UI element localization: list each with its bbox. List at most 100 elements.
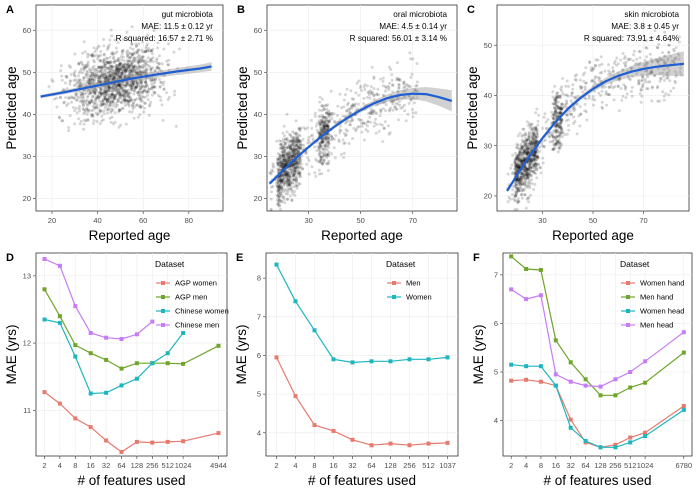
data-point [89, 98, 93, 102]
data-point [521, 127, 525, 131]
data-point [294, 142, 298, 145]
data-point [110, 93, 114, 97]
data-point [125, 90, 129, 93]
data-point [111, 86, 115, 90]
data-point [326, 137, 330, 140]
data-point [526, 196, 530, 200]
data-point [283, 150, 287, 154]
data-point [143, 106, 147, 110]
data-point [81, 99, 85, 103]
data-point [118, 68, 122, 72]
data-point [555, 142, 558, 146]
data-point [559, 111, 563, 115]
data-point [276, 200, 280, 204]
data-point [326, 124, 330, 127]
data-point [70, 95, 74, 99]
data-point [268, 171, 272, 175]
data-point [75, 111, 79, 115]
data-point [522, 189, 526, 192]
data-point [128, 83, 132, 87]
data-point [559, 87, 563, 91]
series-point [42, 287, 47, 292]
data-point [563, 133, 567, 137]
data-point [126, 100, 130, 104]
data-point [124, 69, 127, 73]
data-point [82, 66, 86, 70]
data-point [555, 96, 559, 100]
data-point [554, 109, 558, 113]
data-point [584, 81, 588, 85]
data-point [123, 98, 127, 102]
data-point [292, 152, 296, 156]
data-point [114, 46, 118, 50]
data-point [384, 103, 388, 107]
data-point [124, 85, 128, 88]
data-point [529, 141, 533, 145]
data-point [60, 78, 64, 82]
data-point [515, 161, 518, 165]
data-point [574, 78, 578, 82]
data-point [111, 85, 114, 89]
data-point [138, 77, 142, 81]
data-point [116, 83, 120, 87]
data-point [102, 84, 106, 88]
data-point [532, 159, 536, 163]
data-point [144, 80, 148, 84]
data-point [288, 177, 292, 181]
data-point [118, 94, 122, 98]
data-point [327, 153, 331, 157]
data-point [523, 165, 527, 169]
series [274, 262, 450, 365]
series-point [73, 304, 78, 309]
data-point [99, 80, 102, 84]
data-point [110, 92, 114, 96]
data-point [655, 46, 659, 49]
data-point [107, 60, 111, 64]
data-point [552, 135, 556, 139]
data-point [275, 157, 279, 160]
data-point [121, 83, 124, 86]
data-point [645, 46, 649, 50]
data-point [325, 124, 329, 128]
data-point [322, 126, 326, 130]
data-point [93, 91, 97, 95]
data-point [327, 141, 331, 145]
data-point [643, 64, 647, 68]
data-point [123, 62, 126, 66]
data-point [554, 96, 558, 100]
data-point [106, 46, 110, 50]
series-point [613, 442, 618, 447]
data-point [275, 184, 279, 188]
data-point [137, 63, 141, 67]
x-tick-label: 40 [93, 216, 101, 225]
data-point [117, 82, 121, 86]
data-point [295, 132, 299, 135]
data-point [528, 160, 532, 164]
data-point [121, 71, 125, 75]
data-point [325, 111, 329, 115]
data-point [576, 102, 579, 106]
data-point [112, 84, 116, 88]
trend-line [40, 65, 212, 98]
data-point [525, 173, 529, 177]
data-point [123, 62, 127, 66]
data-point [144, 49, 148, 53]
data-point [285, 181, 289, 185]
data-point [514, 156, 518, 160]
data-point [593, 89, 596, 93]
data-point [363, 83, 367, 87]
data-point [135, 50, 139, 54]
data-point [662, 98, 666, 102]
data-point [525, 184, 529, 188]
data-point [320, 172, 324, 176]
series-point [216, 431, 221, 436]
data-point [529, 159, 533, 163]
data-point [291, 165, 295, 168]
data-point [528, 143, 532, 147]
data-point [525, 146, 529, 150]
data-point [131, 82, 135, 86]
panel-letter: A [6, 4, 14, 16]
panel-letter: F [473, 252, 480, 264]
data-point [138, 87, 142, 91]
data-point [522, 155, 526, 159]
